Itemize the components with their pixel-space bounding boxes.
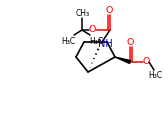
Text: O: O (105, 6, 113, 15)
Text: O: O (89, 26, 96, 35)
Text: H₃C: H₃C (148, 70, 162, 80)
Polygon shape (115, 57, 131, 63)
Text: NH: NH (98, 39, 112, 49)
Text: O: O (142, 58, 150, 67)
Text: CH₃: CH₃ (76, 9, 90, 18)
Text: O: O (127, 38, 134, 47)
Text: H₃C: H₃C (61, 36, 75, 45)
Text: H₃C: H₃C (89, 36, 103, 45)
